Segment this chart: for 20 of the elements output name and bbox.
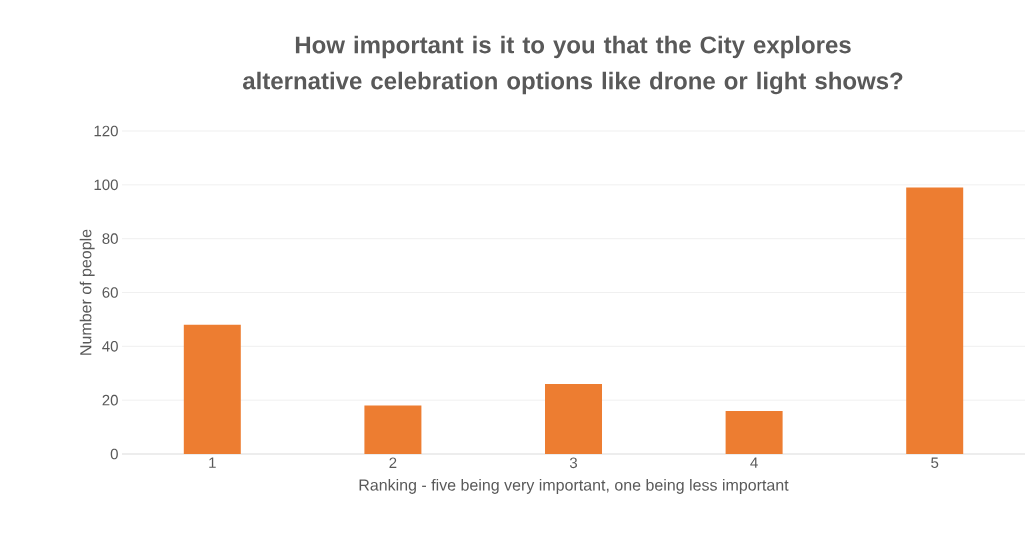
bar [364,405,422,454]
x-tick-label: 2 [389,457,397,468]
x-axis-title: Ranking - five being very important, one being less important [359,478,789,494]
x-tick-label: 1 [209,457,216,468]
y-tick-label: 100 [94,179,118,191]
bar [725,410,783,454]
chart-title: How important is it to you that the City explores alternative celebration options like drone or light shows? [242,35,903,95]
y-tick-label: 40 [102,341,118,352]
y-tick-label: 120 [94,125,118,137]
x-tick-label: 5 [931,457,939,468]
bar [545,384,602,454]
y-tick-label: 80 [102,233,118,244]
y-tick-label: 20 [102,394,118,406]
bar [906,187,964,454]
y-axis-title: Number of people [79,229,95,355]
y-tick-label: 60 [102,287,118,298]
y-tick-label: 0 [110,448,118,460]
x-tick-label: 4 [750,457,758,468]
bar [183,324,241,454]
x-tick-label: 3 [569,457,578,469]
